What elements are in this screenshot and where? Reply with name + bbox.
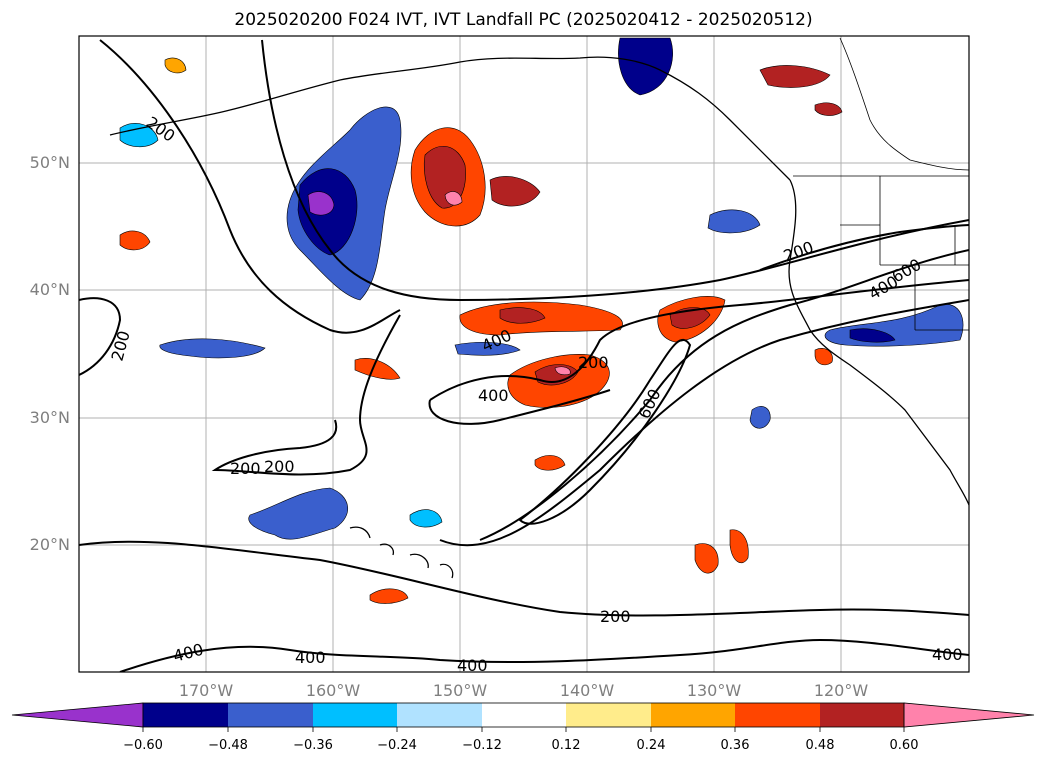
- positive-region-coast: [759, 65, 831, 88]
- contour-200-coast: [759, 224, 969, 271]
- contour-label: 400: [295, 648, 326, 667]
- colorbar-segment: [820, 703, 904, 727]
- coastline-hawaii: [349, 526, 454, 579]
- contour-200-southband: [439, 299, 969, 547]
- negative-region-midlat: [159, 338, 266, 359]
- borders: [793, 37, 969, 331]
- contour-label: 400: [932, 645, 963, 664]
- negative-ivt-regions: [119, 37, 964, 540]
- lat-label: 30°N: [29, 408, 70, 427]
- positive-region-small-2: [354, 358, 401, 380]
- contour-200-central-loop: [211, 314, 401, 476]
- lon-label: 170°W: [178, 681, 234, 700]
- contour-200-low-dip: [79, 297, 122, 376]
- positive-region-small-1: [119, 230, 151, 251]
- contour-400-central: [429, 279, 969, 401]
- colorbar-tick-label: 0.48: [805, 738, 835, 753]
- colorbar-tick-label: 0.24: [636, 738, 666, 753]
- positive-region-small-3: [694, 543, 719, 574]
- positive-region-central-band-core: [499, 307, 546, 324]
- negative-region-northpacific-peak: [307, 191, 335, 216]
- colorbar-extend-low: [11, 702, 144, 728]
- colorbar-tick-label: 0.36: [720, 738, 750, 753]
- lon-label: 120°W: [813, 681, 869, 700]
- contour-label: 200: [264, 457, 295, 476]
- colorbar-segment: [397, 703, 482, 727]
- negative-region-central: [454, 341, 521, 356]
- coastlines: [109, 56, 969, 579]
- negative-region-small-2: [409, 509, 443, 528]
- colorbar: [11, 702, 1035, 732]
- contour-label: 400: [478, 386, 509, 405]
- lon-label: 140°W: [559, 681, 615, 700]
- colorbar-tick-label: 0.60: [889, 738, 919, 753]
- lon-label: 130°W: [686, 681, 742, 700]
- contour-400-band: [479, 249, 969, 541]
- colorbar-tick-label: −0.36: [293, 738, 333, 753]
- contour-600-band: [518, 338, 692, 525]
- colorbar-tick-label: −0.12: [462, 738, 502, 753]
- coastline-westcoast: [788, 179, 969, 506]
- colorbar-tick-label: −0.48: [208, 738, 248, 753]
- negative-region-alaska: [618, 37, 673, 96]
- colorbar-segment: [482, 703, 566, 727]
- colorbar-frame: [142, 702, 905, 728]
- colorbar-segment: [143, 703, 228, 727]
- colorbar-segment: [228, 703, 313, 727]
- colorbar-tick-label: 0.12: [551, 738, 581, 753]
- colorbar-extend-high: [903, 702, 1035, 728]
- colorbar-segment: [313, 703, 397, 727]
- contour-label: 200: [578, 353, 609, 372]
- positive-region-north-east: [489, 176, 541, 207]
- lon-label: 160°W: [305, 681, 361, 700]
- contour-label: 400: [457, 656, 488, 675]
- contour-label: 200: [600, 607, 631, 626]
- positive-region-north-peak: [444, 191, 463, 206]
- lon-label: 150°W: [432, 681, 488, 700]
- contour-200-west: [261, 39, 969, 302]
- negative-region-westcoast-core: [849, 328, 896, 343]
- map-title: 2025020200 F024 IVT, IVT Landfall PC (20…: [234, 10, 813, 30]
- contour-label: 200: [230, 459, 261, 478]
- negative-region-hawaii: [248, 487, 349, 540]
- colorbar-segment: [651, 703, 735, 727]
- positive-region-small-7: [164, 57, 187, 74]
- ivt-contours: [79, 39, 969, 672]
- contour-400-inner: [428, 389, 611, 425]
- lat-label: 50°N: [29, 153, 70, 172]
- positive-region-small-4: [729, 529, 749, 564]
- positive-region-small-6: [534, 455, 566, 471]
- positive-region-subtropical-peak: [554, 366, 571, 376]
- negative-region-southeast: [749, 406, 771, 429]
- contour-400-south: [119, 638, 969, 672]
- colorbar-tick-label: −0.60: [123, 738, 163, 753]
- contour-200-north: [99, 39, 401, 334]
- positive-region-small-8: [814, 102, 843, 116]
- negative-region-small-1: [119, 123, 159, 148]
- negative-region-east: [707, 209, 761, 234]
- plot-frame: [78, 35, 970, 673]
- positive-region-small-9: [814, 348, 833, 366]
- colorbar-segment: [735, 703, 820, 727]
- coastline-alaska: [109, 56, 791, 181]
- lat-label: 20°N: [29, 535, 70, 554]
- lat-label: 40°N: [29, 280, 70, 299]
- positive-region-small-5: [369, 588, 409, 604]
- colorbar-tick-label: −0.24: [377, 738, 417, 753]
- colorbar-segment: [566, 703, 651, 727]
- contour-200-south: [79, 540, 969, 617]
